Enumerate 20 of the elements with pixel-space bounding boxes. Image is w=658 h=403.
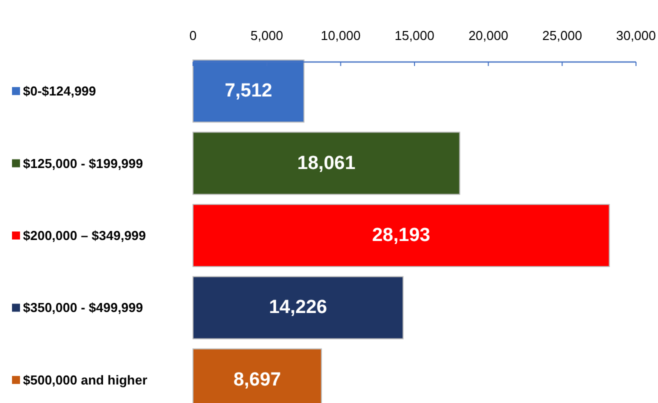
y-tick-label: $125,000 - $199,999: [23, 156, 143, 171]
data-label: 18,061: [297, 152, 356, 174]
data-label: 7,512: [224, 80, 272, 102]
x-tick-label: 30,000: [616, 28, 656, 43]
x-tick-label: 0: [189, 28, 197, 43]
x-tick-label: 10,000: [320, 28, 361, 43]
x-tick-label: 15,000: [394, 28, 434, 43]
data-label: 8,697: [233, 369, 281, 390]
y-tick-label: $500,000 and higher: [23, 372, 148, 388]
bar: [192, 132, 460, 195]
bar: [192, 204, 610, 268]
y-tick-label: $200,000 – $349,999: [23, 228, 146, 243]
y-tick-label: $350,000 - $499,999: [23, 300, 143, 316]
bar: [192, 276, 404, 340]
x-tick-label: 25,000: [542, 28, 582, 43]
x-tick-label: 20,000: [468, 28, 508, 43]
x-tick-label: 5,000: [250, 28, 284, 43]
data-label: 28,193: [372, 225, 430, 246]
y-tick-label: $0-$124,999: [23, 84, 96, 99]
data-label: 14,226: [268, 297, 328, 318]
